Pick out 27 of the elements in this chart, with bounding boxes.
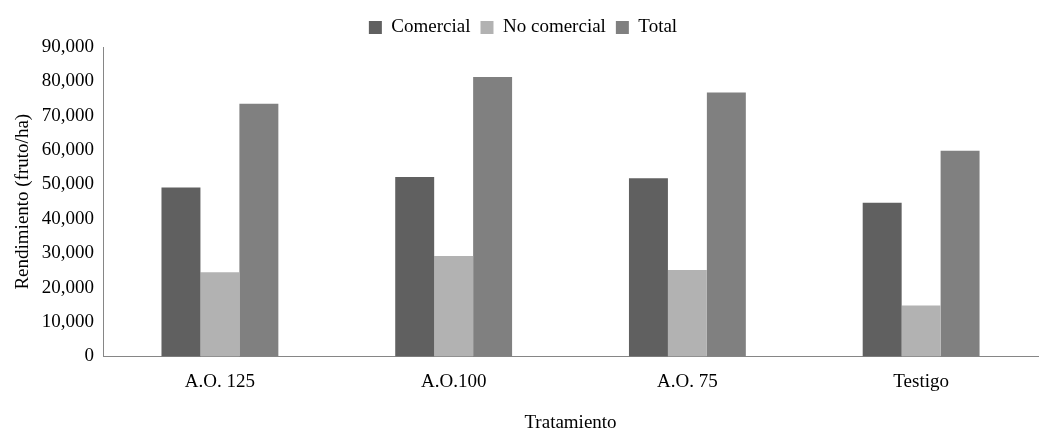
y-tick-label: 10,000 bbox=[41, 310, 95, 332]
y-tick-label: 90,000 bbox=[41, 34, 95, 56]
x-axis-title: Tratamiento bbox=[524, 410, 617, 432]
y-axis-title: Rendimiento (fruto/ha) bbox=[11, 113, 34, 290]
y-tick-label: 20,000 bbox=[41, 275, 95, 297]
legend-label: Comercial bbox=[391, 15, 471, 37]
bar bbox=[667, 270, 707, 357]
y-tick-label: 60,000 bbox=[41, 138, 95, 160]
y-tick-label: 70,000 bbox=[41, 103, 95, 125]
bar bbox=[161, 187, 201, 357]
y-tick-label: 0 bbox=[84, 344, 95, 366]
bar bbox=[395, 176, 435, 357]
x-tick-label: A.O.100 bbox=[420, 369, 487, 391]
bar bbox=[200, 272, 240, 357]
legend-label: No comercial bbox=[503, 15, 606, 37]
legend-label: Total bbox=[638, 15, 678, 37]
x-tick-label: Testigo bbox=[893, 369, 949, 391]
x-tick-label: A.O. 75 bbox=[657, 369, 718, 391]
bar bbox=[434, 256, 474, 357]
bar bbox=[628, 178, 668, 357]
bar bbox=[901, 305, 941, 357]
y-tick-label: 30,000 bbox=[41, 241, 95, 263]
x-tick-label: A.O. 125 bbox=[184, 369, 256, 391]
bar bbox=[862, 202, 902, 357]
y-tick-label: 40,000 bbox=[41, 206, 95, 228]
y-tick-label: 80,000 bbox=[41, 69, 95, 91]
y-tick-label: 50,000 bbox=[41, 172, 95, 194]
